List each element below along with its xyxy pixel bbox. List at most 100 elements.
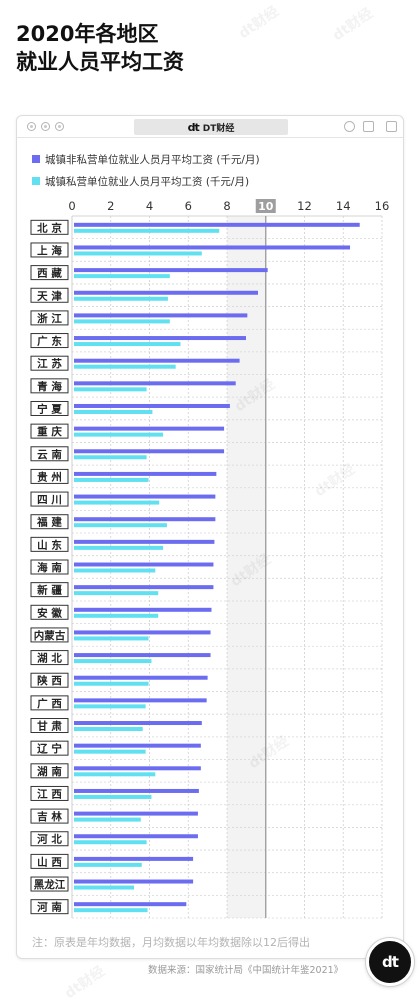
category-label-box xyxy=(30,899,69,915)
shaded-band xyxy=(227,216,266,918)
bar-private xyxy=(74,885,134,890)
category-label: 浙 江 xyxy=(37,312,62,325)
bar-private xyxy=(74,772,156,777)
restore-icon xyxy=(363,121,374,132)
bar-private xyxy=(74,432,164,437)
category-label: 湖 北 xyxy=(37,652,62,665)
dt-logo-badge: dt xyxy=(366,938,414,986)
dt-logo-icon: dt xyxy=(187,120,200,134)
bar-non-private xyxy=(74,607,212,612)
category-label: 甘 肃 xyxy=(37,720,62,733)
bar-non-private xyxy=(74,834,198,839)
x-tick-label: 6 xyxy=(185,199,192,213)
category-label: 云 南 xyxy=(37,448,62,461)
bar-private xyxy=(74,749,146,754)
bar-non-private xyxy=(74,449,225,454)
bar-non-private xyxy=(74,811,198,816)
category-label-box xyxy=(30,672,69,688)
category-label-box xyxy=(30,310,69,326)
bar-private xyxy=(74,364,176,369)
bar-non-private xyxy=(74,381,236,386)
x-tick-label: 14 xyxy=(336,199,351,213)
bar-private xyxy=(74,681,149,686)
category-label-box xyxy=(30,740,69,756)
bar-non-private xyxy=(74,698,207,703)
bar-non-private xyxy=(74,766,201,771)
category-label-box xyxy=(30,333,69,349)
category-label-box xyxy=(30,763,69,779)
category-label: 广 西 xyxy=(37,697,62,710)
category-label-box xyxy=(30,604,69,620)
category-label-box xyxy=(30,265,69,281)
bar-non-private xyxy=(74,313,248,318)
bar-non-private xyxy=(74,336,246,341)
category-label-box xyxy=(30,627,69,643)
bar-private xyxy=(74,500,160,505)
bar-private xyxy=(74,523,167,528)
category-label-box xyxy=(30,853,69,869)
category-label: 贵 州 xyxy=(37,470,62,483)
bar-private xyxy=(74,251,202,256)
category-label-box xyxy=(30,446,69,462)
bar-private xyxy=(74,613,159,618)
bar-private xyxy=(74,840,147,845)
page-title: 2020年各地区 就业人员平均工资 xyxy=(16,20,184,76)
category-label: 江 西 xyxy=(37,787,62,800)
bar-private xyxy=(74,228,220,233)
category-label-box xyxy=(30,831,69,847)
category-label-box xyxy=(30,718,69,734)
bar-non-private xyxy=(74,856,194,861)
category-label-box xyxy=(30,287,69,303)
bar-private xyxy=(74,455,147,460)
category-label: 广 东 xyxy=(37,335,62,348)
category-label-box xyxy=(30,219,69,235)
bar-private xyxy=(74,387,147,392)
category-label-box xyxy=(30,378,69,394)
bar-non-private xyxy=(74,675,208,680)
x-tick-label: 8 xyxy=(223,199,230,213)
category-label: 河 南 xyxy=(37,901,62,914)
category-label-box xyxy=(30,514,69,530)
bar-private xyxy=(74,659,152,664)
bar-private xyxy=(74,908,148,913)
bar-non-private xyxy=(74,721,202,726)
category-label: 北 京 xyxy=(37,221,62,234)
category-label-box xyxy=(30,695,69,711)
bar-private xyxy=(74,794,152,799)
category-label-box xyxy=(30,808,69,824)
category-label: 河 北 xyxy=(37,833,62,846)
bar-private xyxy=(74,568,156,573)
close-icon xyxy=(27,122,36,131)
footnote: 注：原表是年均数据，月均数据以年均数据除以12后得出 xyxy=(32,936,310,949)
bar-non-private xyxy=(74,630,211,635)
zoom-icon xyxy=(55,122,64,131)
bar-non-private xyxy=(74,268,268,273)
bar-non-private xyxy=(74,245,351,250)
bar-private xyxy=(74,274,170,279)
category-label-box xyxy=(30,355,69,371)
category-label: 四 川 xyxy=(37,494,62,506)
category-label: 宁 夏 xyxy=(37,402,62,415)
legend-item-private: 城镇私营单位就业人员月平均工资 (千元/月) xyxy=(32,174,249,188)
minimize-icon xyxy=(41,122,50,131)
window-tab: dt DT财经 xyxy=(134,119,288,135)
bar-non-private xyxy=(74,494,216,499)
bar-private xyxy=(74,636,149,641)
category-label-box xyxy=(30,536,69,552)
bar-private xyxy=(74,477,149,482)
maximize-icon xyxy=(386,121,397,132)
record-icon xyxy=(344,121,355,132)
category-label-box xyxy=(30,650,69,666)
category-label: 重 庆 xyxy=(37,425,62,438)
x-tick-label: 4 xyxy=(146,199,153,213)
category-label: 湖 南 xyxy=(37,765,62,778)
bar-private xyxy=(74,409,153,414)
category-label-box xyxy=(30,242,69,258)
bar-non-private xyxy=(74,403,230,408)
bar-non-private xyxy=(74,517,216,522)
bar-non-private xyxy=(74,743,201,748)
bar-non-private xyxy=(74,562,214,567)
x-tick-label: 12 xyxy=(297,199,312,213)
category-label: 山 东 xyxy=(37,538,62,551)
legend-item-non-private: 城镇非私营单位就业人员月平均工资 (千元/月) xyxy=(32,152,260,166)
